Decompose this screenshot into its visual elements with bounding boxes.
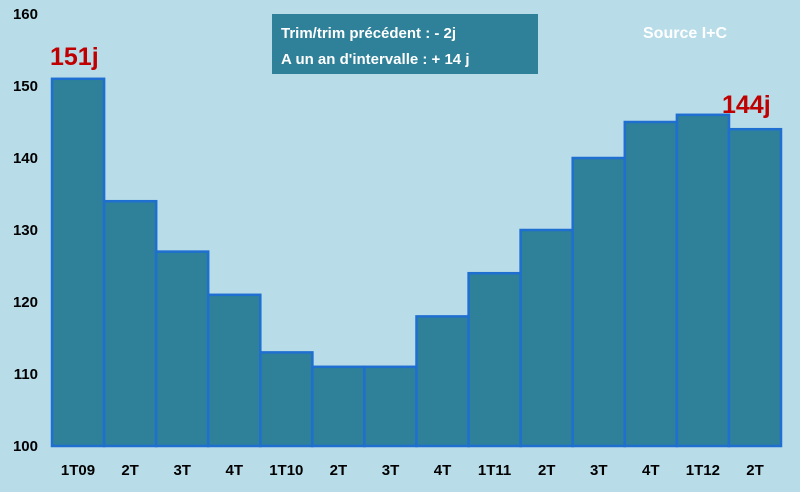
x-tick-label: 2T: [538, 462, 556, 479]
bars: [50, 77, 783, 448]
y-tick-label: 140: [13, 150, 38, 167]
bar: [102, 199, 158, 448]
x-tick-label: 4T: [642, 462, 660, 479]
x-tick-label: 3T: [173, 462, 191, 479]
x-tick-label: 3T: [590, 462, 608, 479]
bar: [675, 113, 731, 448]
y-tick-label: 130: [13, 222, 38, 239]
bar: [727, 127, 783, 448]
y-tick-label: 160: [13, 6, 38, 23]
note-line-1: Trim/trim précédent : - 2j: [281, 25, 456, 42]
note-box: [272, 14, 538, 74]
x-tick-label: 4T: [434, 462, 452, 479]
x-tick-label: 1T10: [269, 462, 303, 479]
x-tick-label: 4T: [226, 462, 244, 479]
bar: [519, 228, 574, 448]
x-tick-label: 2T: [746, 462, 764, 479]
y-tick-label: 100: [13, 438, 38, 455]
bar: [259, 351, 314, 448]
x-axis: 1T09 2T 3T 4T 1T10 2T 3T 4T 1T11 2T 3T 4T 1T12 2T: [61, 462, 764, 479]
last-value-label: 144j: [722, 91, 771, 119]
x-tick-label: 1T12: [686, 462, 720, 479]
bar: [50, 77, 106, 448]
bar: [206, 293, 262, 448]
x-tick-label: 1T09: [61, 462, 95, 479]
x-tick-label: 1T11: [478, 462, 511, 479]
first-value-label: 151j: [50, 43, 99, 71]
x-tick-label: 2T: [121, 462, 139, 479]
y-tick-label: 150: [13, 78, 38, 95]
source-label: Source I+C: [643, 25, 727, 42]
bar: [415, 315, 470, 448]
bar: [571, 156, 627, 448]
y-tick-label: 110: [14, 366, 38, 383]
x-tick-label: 2T: [330, 462, 348, 479]
bar: [311, 365, 366, 448]
bar: [154, 250, 210, 448]
bar: [623, 120, 679, 448]
note-line-2: A un an d'intervalle : + 14 j: [281, 51, 469, 68]
x-tick-label: 3T: [382, 462, 400, 479]
y-axis: 100 110 120 130 140 150 160: [13, 6, 38, 455]
bar: [467, 271, 522, 448]
y-tick-label: 120: [13, 294, 38, 311]
bar: [363, 365, 418, 448]
